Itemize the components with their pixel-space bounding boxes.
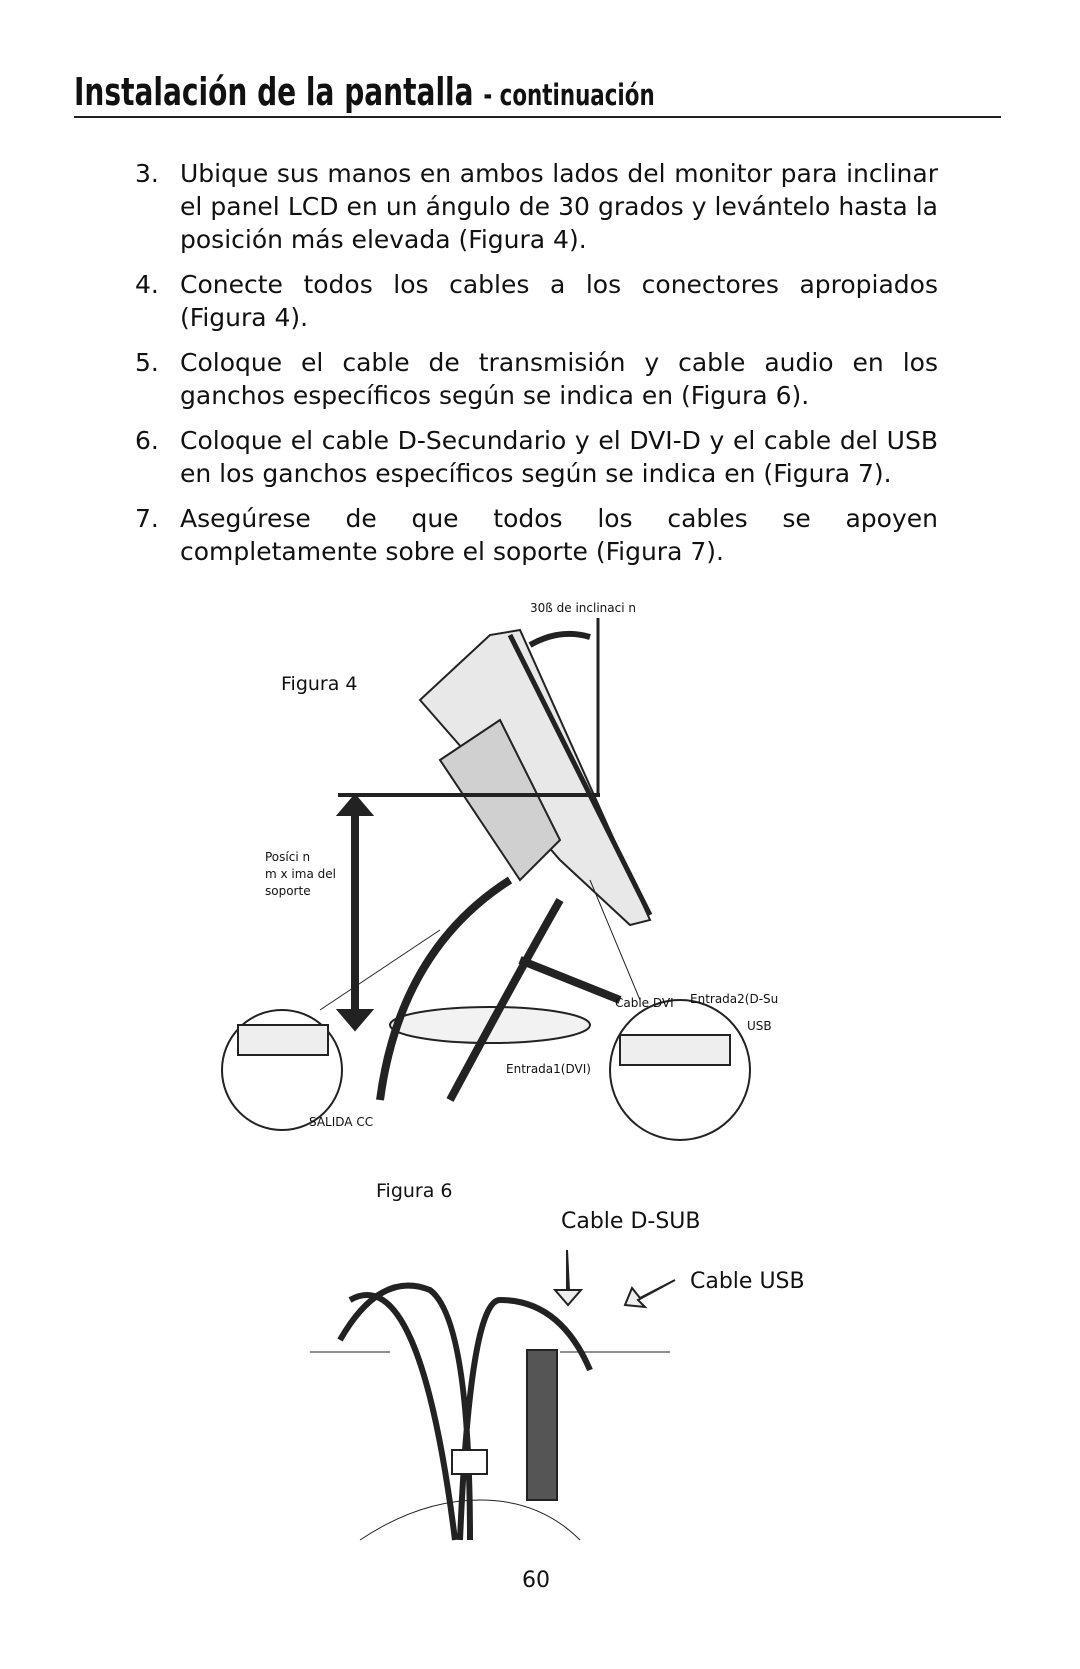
figure-6-caption: Figura 6 (376, 1180, 453, 1202)
step: 6. Coloque el cable D-Secundario y el DVI… (135, 424, 938, 490)
step-number: 5. (135, 348, 159, 377)
height-label-2: m x ima del (265, 867, 336, 881)
cable-usb-label: Cable USB (690, 1269, 805, 1294)
cable-dvi-label: Cable DVI (615, 996, 674, 1010)
input1-label: Entrada1(DVI) (506, 1062, 591, 1076)
page-number: 60 (522, 1568, 550, 1593)
step-text: Ubique sus manos en ambos lados del moni… (180, 159, 938, 254)
cable-dsub-label: Cable D-SUB (561, 1209, 701, 1234)
usb-label: USB (747, 1019, 772, 1033)
rule (74, 116, 1001, 118)
step-number: 3. (135, 159, 159, 188)
figure-4-caption: Figura 4 (281, 673, 358, 695)
input2-label: Entrada2(D-Su (690, 992, 779, 1006)
dc-out-label: SALIDA CC (309, 1115, 374, 1129)
step-text: Asegúrese de que todos los cables se apo… (180, 504, 938, 566)
step: 3. Ubique sus manos en ambos lados del mo… (135, 157, 938, 256)
step: 7. Asegúrese de que todos los cables se a… (135, 502, 938, 568)
height-label-3: soporte (265, 884, 311, 898)
step-number: 6. (135, 426, 159, 455)
height-label-1: Posíci n (265, 850, 311, 864)
title-main: Instalación de la pantalla (74, 70, 474, 114)
step-text: Coloque el cable D-Secundario y el DVI-D… (180, 426, 938, 488)
step-number: 4. (135, 270, 159, 299)
step-number: 7. (135, 504, 159, 533)
step-text: Coloque el cable de transmisión y cable … (180, 348, 938, 410)
step: 4. Conecte todos los cables a los conecto… (135, 268, 938, 334)
tilt-label: 30ß de inclinaci n (530, 601, 636, 615)
title: Instalación de la pantalla - continuació… (74, 70, 655, 114)
step: 5. Coloque el cable de transmisión y cabl… (135, 346, 938, 412)
title-sub: - continuación (483, 78, 655, 112)
step-text: Conecte todos los cables a los conectore… (180, 270, 938, 332)
